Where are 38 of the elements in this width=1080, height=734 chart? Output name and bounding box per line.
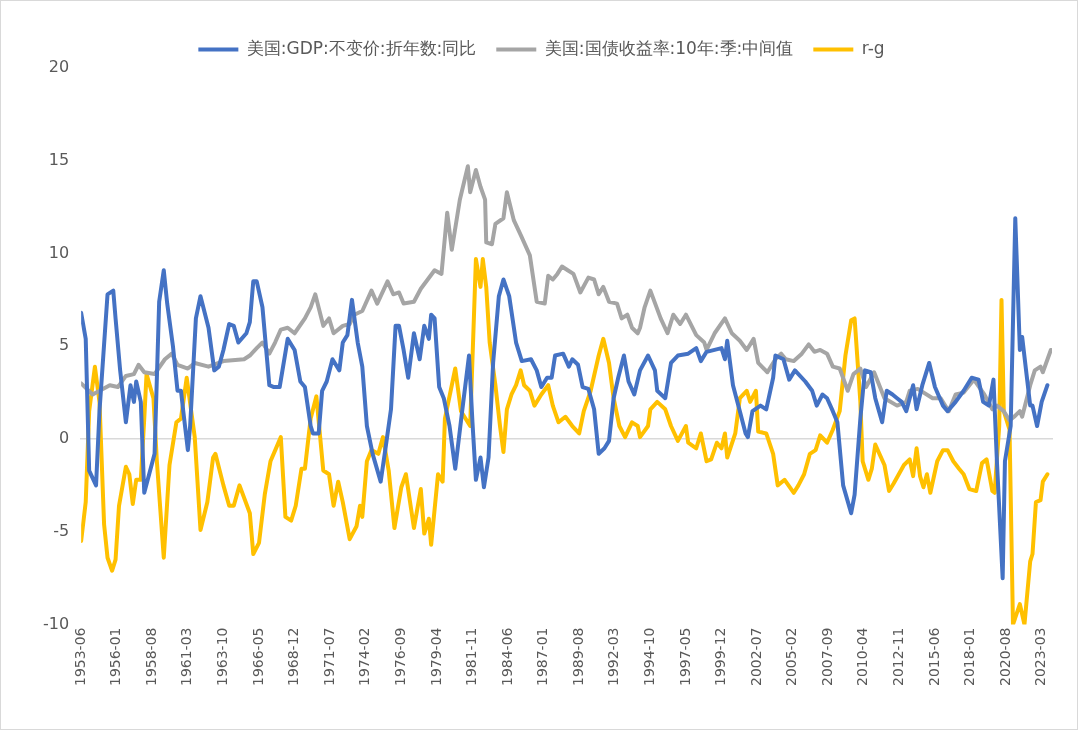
- x-tick-label: 1953-06: [71, 627, 88, 686]
- x-tick-label: 1989-08: [569, 627, 586, 686]
- x-tick-label: 2005-02: [783, 627, 800, 686]
- x-tick-label: 1999-12: [712, 627, 729, 686]
- x-tick-label: 1997-05: [676, 627, 693, 686]
- x-tick-label: 2023-03: [1032, 627, 1049, 686]
- y-tick-label: 15: [48, 149, 70, 169]
- x-tick-label: 1992-03: [605, 627, 622, 686]
- x-tick-label: 1976-09: [391, 627, 408, 686]
- x-tick-label: 2015-06: [925, 627, 942, 686]
- y-tick-label: 5: [58, 335, 70, 355]
- x-tick-label: 2007-09: [818, 627, 835, 686]
- y-tick-label: 20: [48, 57, 70, 77]
- x-tick-label: 1966-05: [249, 627, 266, 686]
- x-tick-label: 1961-03: [178, 627, 195, 686]
- x-tick-label: 1963-10: [214, 627, 231, 686]
- x-tick-label: 2010-04: [854, 627, 871, 686]
- x-tick-label: 1981-11: [463, 627, 480, 686]
- y-tick-label: -5: [53, 520, 70, 540]
- x-tick-label: 1958-08: [142, 627, 159, 686]
- x-tick-label: 2012-11: [890, 627, 907, 686]
- legend-label: r-g: [861, 37, 885, 58]
- y-tick-label: 0: [58, 428, 70, 448]
- x-tick-label: 2002-07: [747, 627, 764, 686]
- legend-label: 美国:国债收益率:10年:季:中间值: [544, 37, 794, 58]
- x-tick-label: 1987-01: [534, 627, 551, 686]
- y-tick-label: 10: [48, 242, 70, 262]
- x-tick-label: 1994-10: [640, 627, 657, 686]
- x-tick-label: 1979-04: [427, 627, 444, 686]
- y-tick-label: -10: [42, 613, 70, 633]
- x-tick-label: 1971-07: [320, 627, 337, 686]
- x-tick-label: 2018-01: [961, 627, 978, 686]
- x-tick-label: 1956-01: [107, 627, 124, 686]
- x-tick-label: 1974-02: [356, 627, 373, 686]
- x-tick-label: 2020-08: [996, 627, 1013, 686]
- x-tick-label: 1984-06: [498, 627, 515, 686]
- x-tick-label: 1968-12: [285, 627, 302, 686]
- legend-label: 美国:GDP:不变价:折年数:同比: [246, 37, 477, 58]
